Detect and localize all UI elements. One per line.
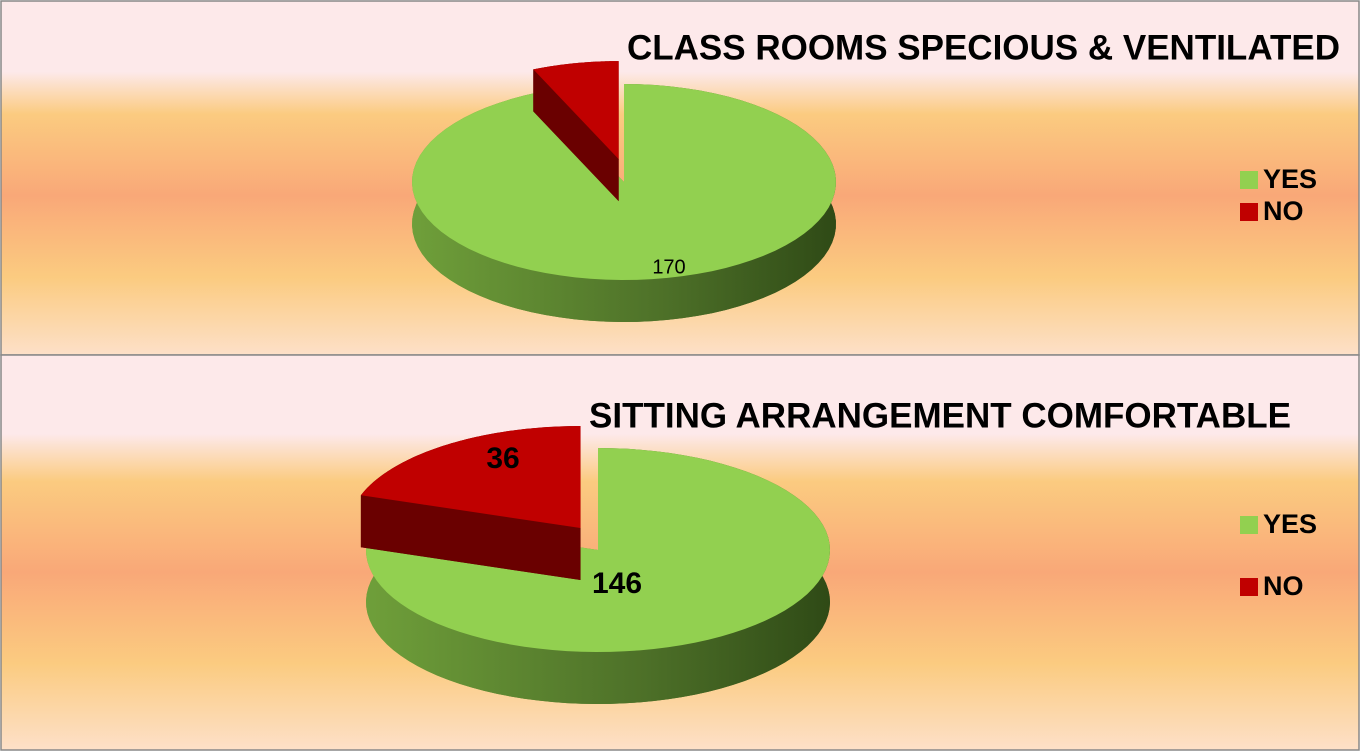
legend-swatch: [1240, 578, 1258, 596]
chart-title: SITTING ARRANGEMENT COMFORTABLE: [589, 396, 1291, 435]
legend-label: NO: [1263, 196, 1304, 226]
legend-swatch: [1240, 516, 1258, 534]
slice: [533, 61, 619, 160]
legend-label: YES: [1263, 509, 1317, 539]
data-label: 36: [486, 442, 519, 475]
slice: [360, 426, 581, 529]
legend-label: YES: [1263, 164, 1317, 194]
slice: [366, 448, 830, 652]
slice-side: [533, 69, 619, 202]
slice: [412, 84, 836, 280]
legend-swatch: [1240, 203, 1258, 221]
data-label: 170: [652, 256, 685, 278]
slice-side: [360, 495, 581, 581]
chart-title: CLASS ROOMS SPECIOUS & VENTILATED: [627, 28, 1340, 67]
data-label: 146: [592, 567, 642, 600]
legend-swatch: [1240, 171, 1258, 189]
legend-label: NO: [1263, 571, 1304, 601]
